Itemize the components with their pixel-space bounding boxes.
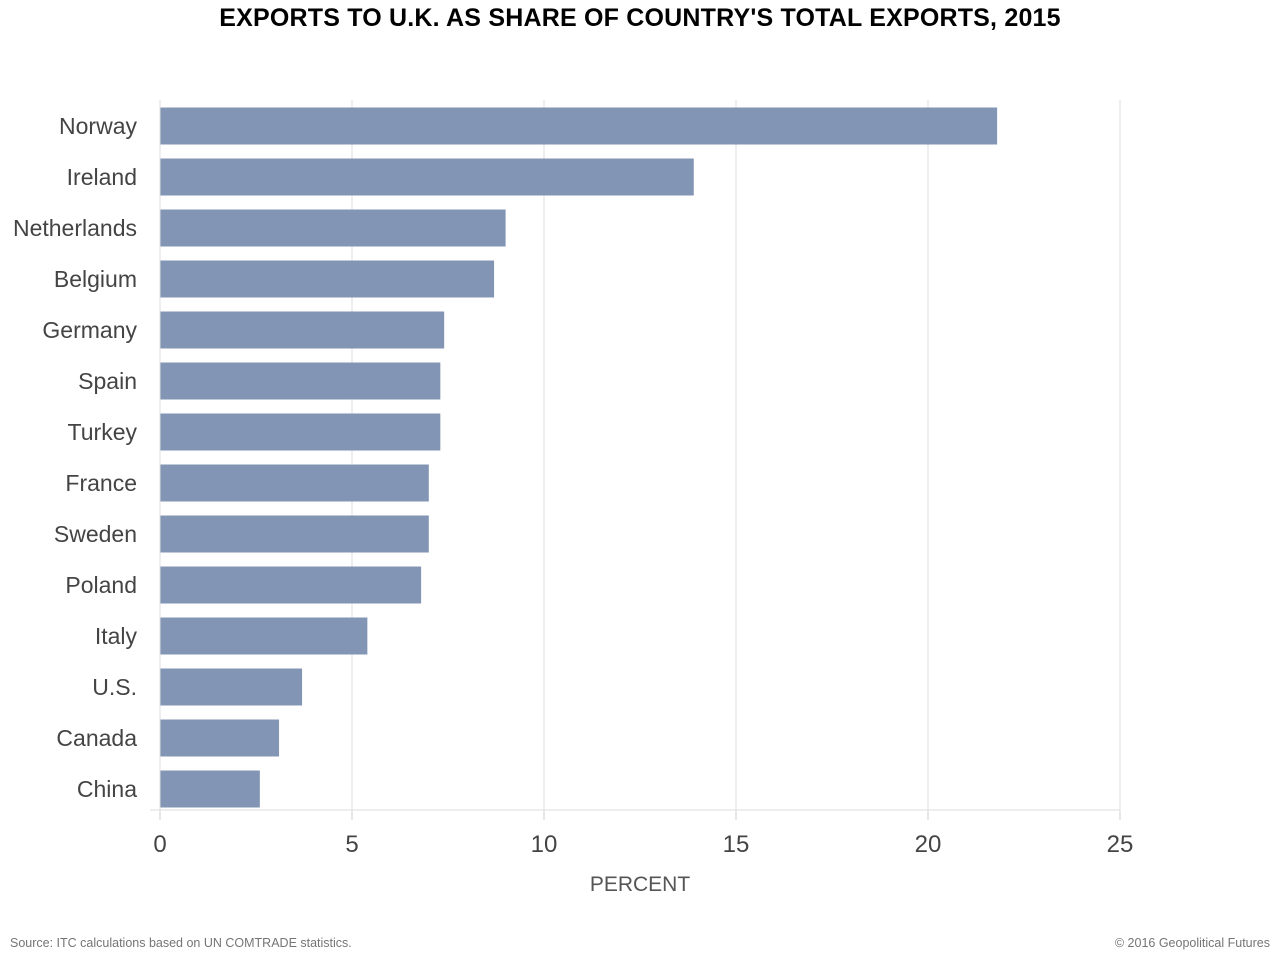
bar-us <box>160 668 303 706</box>
bar-france <box>160 464 429 502</box>
bar-china <box>160 770 260 808</box>
x-tick-label: 20 <box>915 831 942 858</box>
category-label: Ireland <box>67 164 137 190</box>
category-label: Norway <box>59 113 137 139</box>
axes <box>150 100 1121 820</box>
category-label: Spain <box>78 368 137 394</box>
bar-italy <box>160 617 368 655</box>
bar-ireland <box>160 158 694 196</box>
category-label: France <box>65 470 137 496</box>
gridlines <box>351 100 1121 812</box>
source-note: Source: ITC calculations based on UN COM… <box>10 936 352 950</box>
bar-sweden <box>160 515 429 553</box>
bar-belgium <box>160 260 495 298</box>
category-label: Belgium <box>54 266 137 292</box>
bar-poland <box>160 566 422 604</box>
chart-title: EXPORTS TO U.K. AS SHARE OF COUNTRY'S TO… <box>219 4 1061 32</box>
bars <box>160 107 998 808</box>
category-label: Sweden <box>54 521 137 547</box>
x-tick-label: 25 <box>1107 831 1134 858</box>
category-label: Germany <box>42 317 137 343</box>
category-label: U.S. <box>92 674 137 700</box>
x-axis-title: PERCENT <box>590 873 691 896</box>
category-label: China <box>77 776 137 802</box>
bar-netherlands <box>160 209 506 247</box>
category-label: Italy <box>95 623 138 649</box>
bar-norway <box>160 107 998 145</box>
bar-spain <box>160 362 441 400</box>
x-tick-label: 5 <box>345 831 358 858</box>
x-tick-label: 0 <box>153 831 166 858</box>
category-label: Netherlands <box>13 215 137 241</box>
bar-turkey <box>160 413 441 451</box>
copyright-note: © 2016 Geopolitical Futures <box>1114 936 1270 950</box>
category-label: Canada <box>56 725 137 751</box>
bar-germany <box>160 311 445 349</box>
x-tick-label: 15 <box>723 831 750 858</box>
bar-canada <box>160 719 280 757</box>
x-tick-label: 10 <box>531 831 558 858</box>
labels: Norway Ireland Netherlands Belgium Germany Sp… <box>13 113 1133 896</box>
category-label: Turkey <box>68 419 138 445</box>
category-label: Poland <box>65 572 137 598</box>
